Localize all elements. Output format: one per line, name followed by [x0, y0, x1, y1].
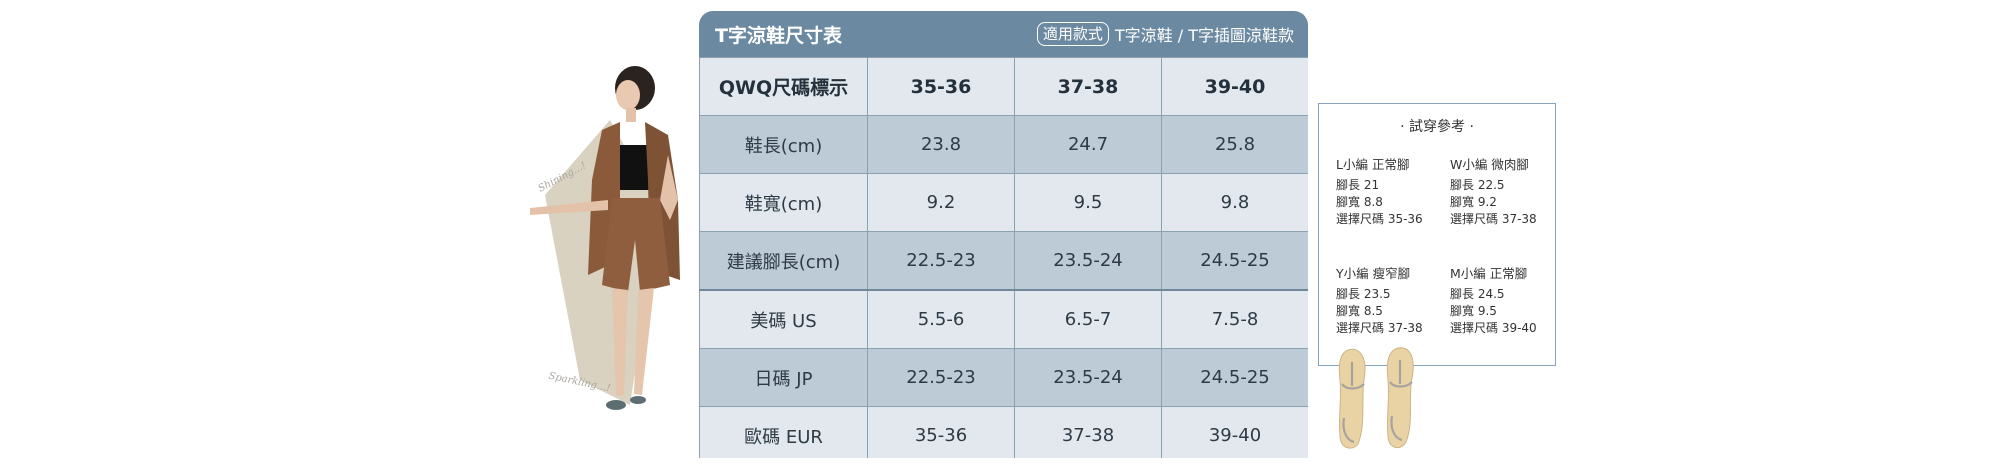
- table-cell: 9.5: [1014, 173, 1162, 232]
- fit-entry-name: M小編 正常腳: [1450, 266, 1528, 281]
- model-photo: [520, 60, 720, 460]
- table-cell: 25.8: [1161, 115, 1308, 174]
- applicable-text: T字涼鞋 / T字插圖涼鞋款: [1114, 26, 1294, 45]
- size-chart-header: T字涼鞋尺寸表 適用款式 T字涼鞋 / T字插圖涼鞋款: [699, 11, 1308, 57]
- fit-entry-line: 選擇尺碼 39-40: [1450, 321, 1537, 335]
- header-cell: QWQ尺碼標示: [699, 57, 868, 116]
- fit-entry-line: 腳寬 8.5: [1336, 304, 1383, 318]
- row-label: 歐碼 EUR: [699, 406, 868, 458]
- fit-entry-line: 選擇尺碼 37-38: [1336, 321, 1423, 335]
- sandal-illustration: [1338, 347, 1414, 449]
- table-row: 建議腳長(cm) 22.5-23 23.5-24 24.5-25: [699, 231, 1308, 291]
- fit-entry: Y小編 瘦窄腳 腳長 23.5 腳寬 8.5 選擇尺碼 37-38: [1336, 265, 1446, 337]
- fit-entry-line: 腳長 24.5: [1450, 287, 1505, 301]
- fit-entry-name: L小編 正常腳: [1336, 157, 1410, 172]
- row-label: 建議腳長(cm): [699, 231, 868, 291]
- table-row: 鞋寬(cm) 9.2 9.5 9.8: [699, 173, 1308, 232]
- fit-entry: W小編 微肉腳 腳長 22.5 腳寬 9.2 選擇尺碼 37-38: [1450, 156, 1560, 228]
- table-cell: 23.5-24: [1014, 348, 1162, 407]
- row-label: 美碼 US: [699, 289, 868, 349]
- fit-reference-title: · 試穿參考 ·: [1400, 119, 1474, 135]
- row-label: 鞋寬(cm): [699, 173, 868, 232]
- size-chart: T字涼鞋尺寸表 適用款式 T字涼鞋 / T字插圖涼鞋款 QWQ尺碼標示 35-3…: [699, 11, 1308, 458]
- fit-entry-name: W小編 微肉腳: [1450, 157, 1529, 172]
- row-label: 鞋長(cm): [699, 115, 868, 174]
- fit-entry-name: Y小編 瘦窄腳: [1336, 266, 1411, 281]
- table-row: 鞋長(cm) 23.8 24.7 25.8: [699, 115, 1308, 174]
- fit-entry-line: 腳長 23.5: [1336, 287, 1391, 301]
- fit-reference-box: · 試穿參考 · L小編 正常腳 腳長 21 腳寬 8.8 選擇尺碼 35-36…: [1318, 103, 1556, 366]
- fit-entry-line: 腳長 21: [1336, 178, 1380, 192]
- table-cell: 9.8: [1161, 173, 1308, 232]
- fit-entry: M小編 正常腳 腳長 24.5 腳寬 9.5 選擇尺碼 39-40: [1450, 265, 1560, 337]
- table-cell: 23.5-24: [1014, 231, 1162, 291]
- sandal-image: [1328, 344, 1426, 454]
- header-cell: 35-36: [867, 57, 1015, 116]
- applicable-tag: 適用款式: [1036, 22, 1109, 46]
- table-cell: 35-36: [867, 406, 1015, 458]
- table-cell: 5.5-6: [867, 289, 1015, 349]
- table-cell: 22.5-23: [867, 348, 1015, 407]
- table-cell: 37-38: [1014, 406, 1162, 458]
- row-label: 日碼 JP: [699, 348, 868, 407]
- applicable-styles: 適用款式 T字涼鞋 / T字插圖涼鞋款: [1036, 22, 1294, 46]
- table-cell: 24.7: [1014, 115, 1162, 174]
- table-cell: 22.5-23: [867, 231, 1015, 291]
- fit-entry-line: 腳長 22.5: [1450, 178, 1505, 192]
- table-cell: 6.5-7: [1014, 289, 1162, 349]
- fit-entry-line: 腳寬 8.8: [1336, 195, 1383, 209]
- table-row: 日碼 JP 22.5-23 23.5-24 24.5-25: [699, 348, 1308, 407]
- table-header-row: QWQ尺碼標示 35-36 37-38 39-40: [699, 57, 1308, 116]
- table-cell: 9.2: [867, 173, 1015, 232]
- fit-entry-line: 腳寬 9.5: [1450, 304, 1497, 318]
- fit-entry-line: 選擇尺碼 37-38: [1450, 212, 1537, 226]
- table-cell: 24.5-25: [1161, 231, 1308, 291]
- fit-entry-line: 腳寬 9.2: [1450, 195, 1497, 209]
- header-cell: 39-40: [1161, 57, 1308, 116]
- table-cell: 7.5-8: [1161, 289, 1308, 349]
- table-cell: 23.8: [867, 115, 1015, 174]
- size-chart-title: T字涼鞋尺寸表: [715, 24, 842, 47]
- size-table: QWQ尺碼標示 35-36 37-38 39-40 鞋長(cm) 23.8 24…: [699, 57, 1308, 458]
- model-illustration: [530, 66, 680, 410]
- fit-entry-line: 選擇尺碼 35-36: [1336, 212, 1423, 226]
- fit-entry: L小編 正常腳 腳長 21 腳寬 8.8 選擇尺碼 35-36: [1336, 156, 1446, 228]
- header-cell: 37-38: [1014, 57, 1162, 116]
- table-row: 歐碼 EUR 35-36 37-38 39-40: [699, 406, 1308, 458]
- table-cell: 39-40: [1161, 406, 1308, 458]
- table-cell: 24.5-25: [1161, 348, 1308, 407]
- table-row: 美碼 US 5.5-6 6.5-7 7.5-8: [699, 289, 1308, 349]
